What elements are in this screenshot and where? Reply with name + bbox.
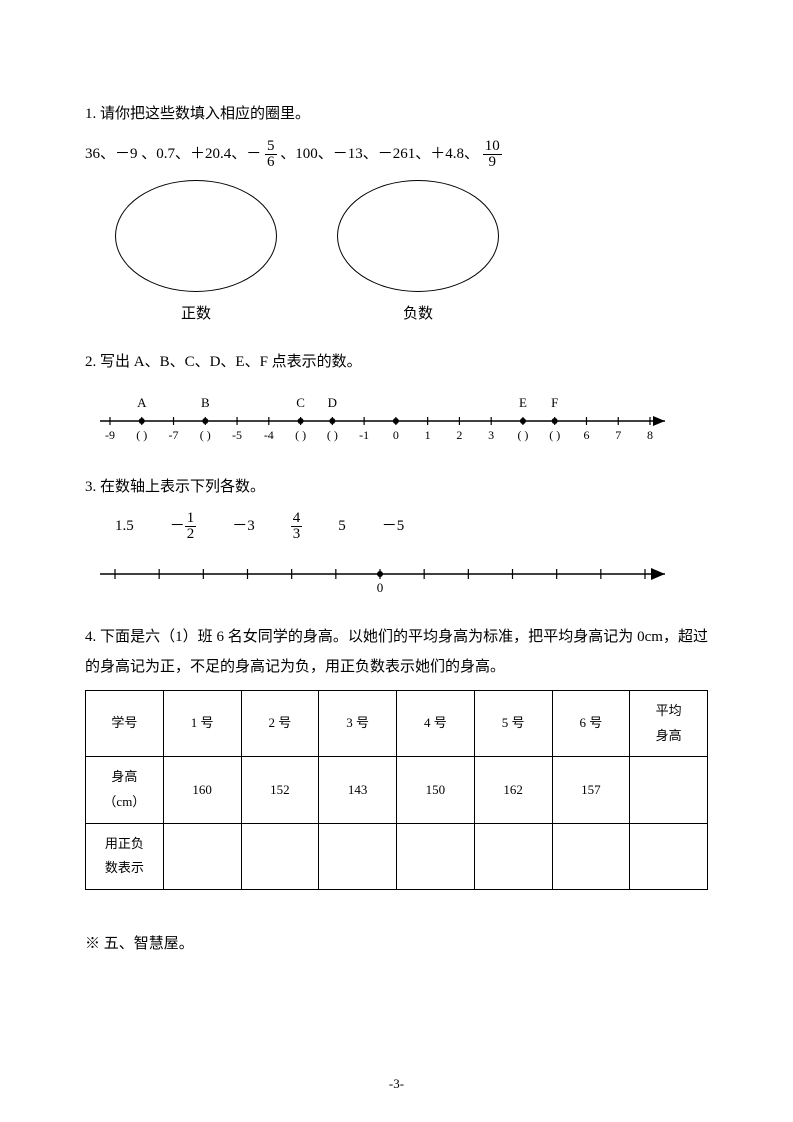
svg-text:-5: -5 bbox=[232, 428, 242, 442]
table-header-cell: 6 号 bbox=[552, 691, 630, 757]
q3-prompt: 3. 在数轴上表示下列各数。 bbox=[85, 473, 708, 502]
svg-text:7: 7 bbox=[615, 428, 621, 442]
table-header-cell: 5 号 bbox=[474, 691, 552, 757]
q1-numbers: 36、－9 、0.7、＋20.4、－ 5 6 、100、－13、－261、＋4.… bbox=[85, 139, 708, 170]
q1-nums-a: 36、－9 、0.7、＋20.4、－ bbox=[85, 145, 261, 161]
q3-v1: 1.5 bbox=[115, 512, 134, 541]
q3-v6: －5 bbox=[382, 512, 405, 541]
q4-prompt-text: 4. 下面是六（1）班 6 名女同学的身高。以她们的平均身高为标准，把平均身高记… bbox=[85, 629, 708, 675]
svg-text:A: A bbox=[137, 395, 147, 410]
svg-text:-9: -9 bbox=[105, 428, 115, 442]
table-header-row: 学号1 号2 号3 号4 号5 号6 号平均身高 bbox=[86, 691, 708, 757]
q3-v2: －12 bbox=[170, 511, 197, 542]
section-5-title: ※ 五、智慧屋。 bbox=[85, 930, 708, 959]
positive-circle-wrap: 正数 bbox=[115, 180, 277, 329]
svg-text:( ): ( ) bbox=[327, 428, 338, 442]
svg-text:-4: -4 bbox=[264, 428, 274, 442]
table-cell bbox=[630, 823, 708, 889]
question-3: 3. 在数轴上表示下列各数。 1.5 －12 －3 43 5 －5 0 bbox=[85, 473, 708, 603]
row-label: 用正负数表示 bbox=[86, 823, 164, 889]
table-cell bbox=[397, 823, 475, 889]
svg-text:B: B bbox=[201, 395, 210, 410]
q1-prompt: 1. 请你把这些数填入相应的圈里。 bbox=[85, 100, 708, 129]
table-cell bbox=[241, 823, 319, 889]
positive-circle bbox=[115, 180, 277, 292]
height-table: 学号1 号2 号3 号4 号5 号6 号平均身高 身高（cm）160152143… bbox=[85, 690, 708, 890]
table-cell bbox=[552, 823, 630, 889]
question-1: 1. 请你把这些数填入相应的圈里。 36、－9 、0.7、＋20.4、－ 5 6… bbox=[85, 100, 708, 328]
svg-text:( ): ( ) bbox=[136, 428, 147, 442]
table-header-cell: 3 号 bbox=[319, 691, 397, 757]
svg-text:2: 2 bbox=[456, 428, 462, 442]
q3-v3: －3 bbox=[232, 512, 255, 541]
negative-circle-wrap: 负数 bbox=[337, 180, 499, 329]
page: 1. 请你把这些数填入相应的圈里。 36、－9 、0.7、＋20.4、－ 5 6… bbox=[0, 0, 793, 1122]
q2-number-line: -9 ( ) -7 ( ) -5 -4 ( ) ( ) -1 0 1 2 3 ( ) ( ) 6 7 8 A B C D E… bbox=[85, 383, 685, 453]
q3-v5: 5 bbox=[338, 512, 346, 541]
q1-circles: 正数 负数 bbox=[115, 180, 708, 329]
table-header-cell: 2 号 bbox=[241, 691, 319, 757]
svg-text:E: E bbox=[519, 395, 527, 410]
svg-text:0: 0 bbox=[393, 428, 399, 442]
table-cell: 143 bbox=[319, 757, 397, 823]
q3-values: 1.5 －12 －3 43 5 －5 bbox=[115, 511, 708, 542]
negative-circle bbox=[337, 180, 499, 292]
table-cell bbox=[474, 823, 552, 889]
table-height-row: 身高（cm）160152143150162157 bbox=[86, 757, 708, 823]
question-4: 4. 下面是六（1）班 6 名女同学的身高。以她们的平均身高为标准，把平均身高记… bbox=[85, 622, 708, 890]
table-header-cell: 4 号 bbox=[397, 691, 475, 757]
svg-text:C: C bbox=[296, 395, 305, 410]
svg-text:0: 0 bbox=[377, 580, 384, 595]
q4-prompt: 4. 下面是六（1）班 6 名女同学的身高。以她们的平均身高为标准，把平均身高记… bbox=[85, 622, 708, 682]
table-header-cell: 学号 bbox=[86, 691, 164, 757]
svg-text:-1: -1 bbox=[359, 428, 369, 442]
row-label: 身高（cm） bbox=[86, 757, 164, 823]
table-cell: 152 bbox=[241, 757, 319, 823]
table-cell: 157 bbox=[552, 757, 630, 823]
table-cell bbox=[630, 757, 708, 823]
negative-label: 负数 bbox=[337, 300, 499, 329]
svg-text:8: 8 bbox=[647, 428, 653, 442]
svg-text:( ): ( ) bbox=[295, 428, 306, 442]
q1-nums-b: 、100、－13、－261、＋4.8、 bbox=[280, 145, 479, 161]
svg-text:-7: -7 bbox=[169, 428, 179, 442]
table-cell bbox=[163, 823, 241, 889]
question-2: 2. 写出 A、B、C、D、E、F 点表示的数。 -9 ( ) -7 ( ) -5 -4 (… bbox=[85, 348, 708, 453]
page-number: -3- bbox=[0, 1076, 793, 1092]
svg-text:6: 6 bbox=[583, 428, 589, 442]
table-cell: 160 bbox=[163, 757, 241, 823]
svg-text:1: 1 bbox=[425, 428, 431, 442]
q1-frac2: 10 9 bbox=[483, 139, 502, 170]
q3-v4: 43 bbox=[291, 511, 303, 542]
svg-text:( ): ( ) bbox=[549, 428, 560, 442]
table-header-cell: 1 号 bbox=[163, 691, 241, 757]
svg-text:( ): ( ) bbox=[200, 428, 211, 442]
table-cell: 150 bbox=[397, 757, 475, 823]
table-sign-row: 用正负数表示 bbox=[86, 823, 708, 889]
table-cell: 162 bbox=[474, 757, 552, 823]
svg-text:3: 3 bbox=[488, 428, 494, 442]
table-header-cell: 平均身高 bbox=[630, 691, 708, 757]
table-cell bbox=[319, 823, 397, 889]
q1-frac1: 5 6 bbox=[265, 139, 277, 170]
svg-text:( ): ( ) bbox=[517, 428, 528, 442]
q3-number-line: 0 bbox=[85, 552, 685, 602]
positive-label: 正数 bbox=[115, 300, 277, 329]
svg-text:F: F bbox=[551, 395, 558, 410]
svg-text:D: D bbox=[328, 395, 337, 410]
q2-prompt: 2. 写出 A、B、C、D、E、F 点表示的数。 bbox=[85, 348, 708, 377]
